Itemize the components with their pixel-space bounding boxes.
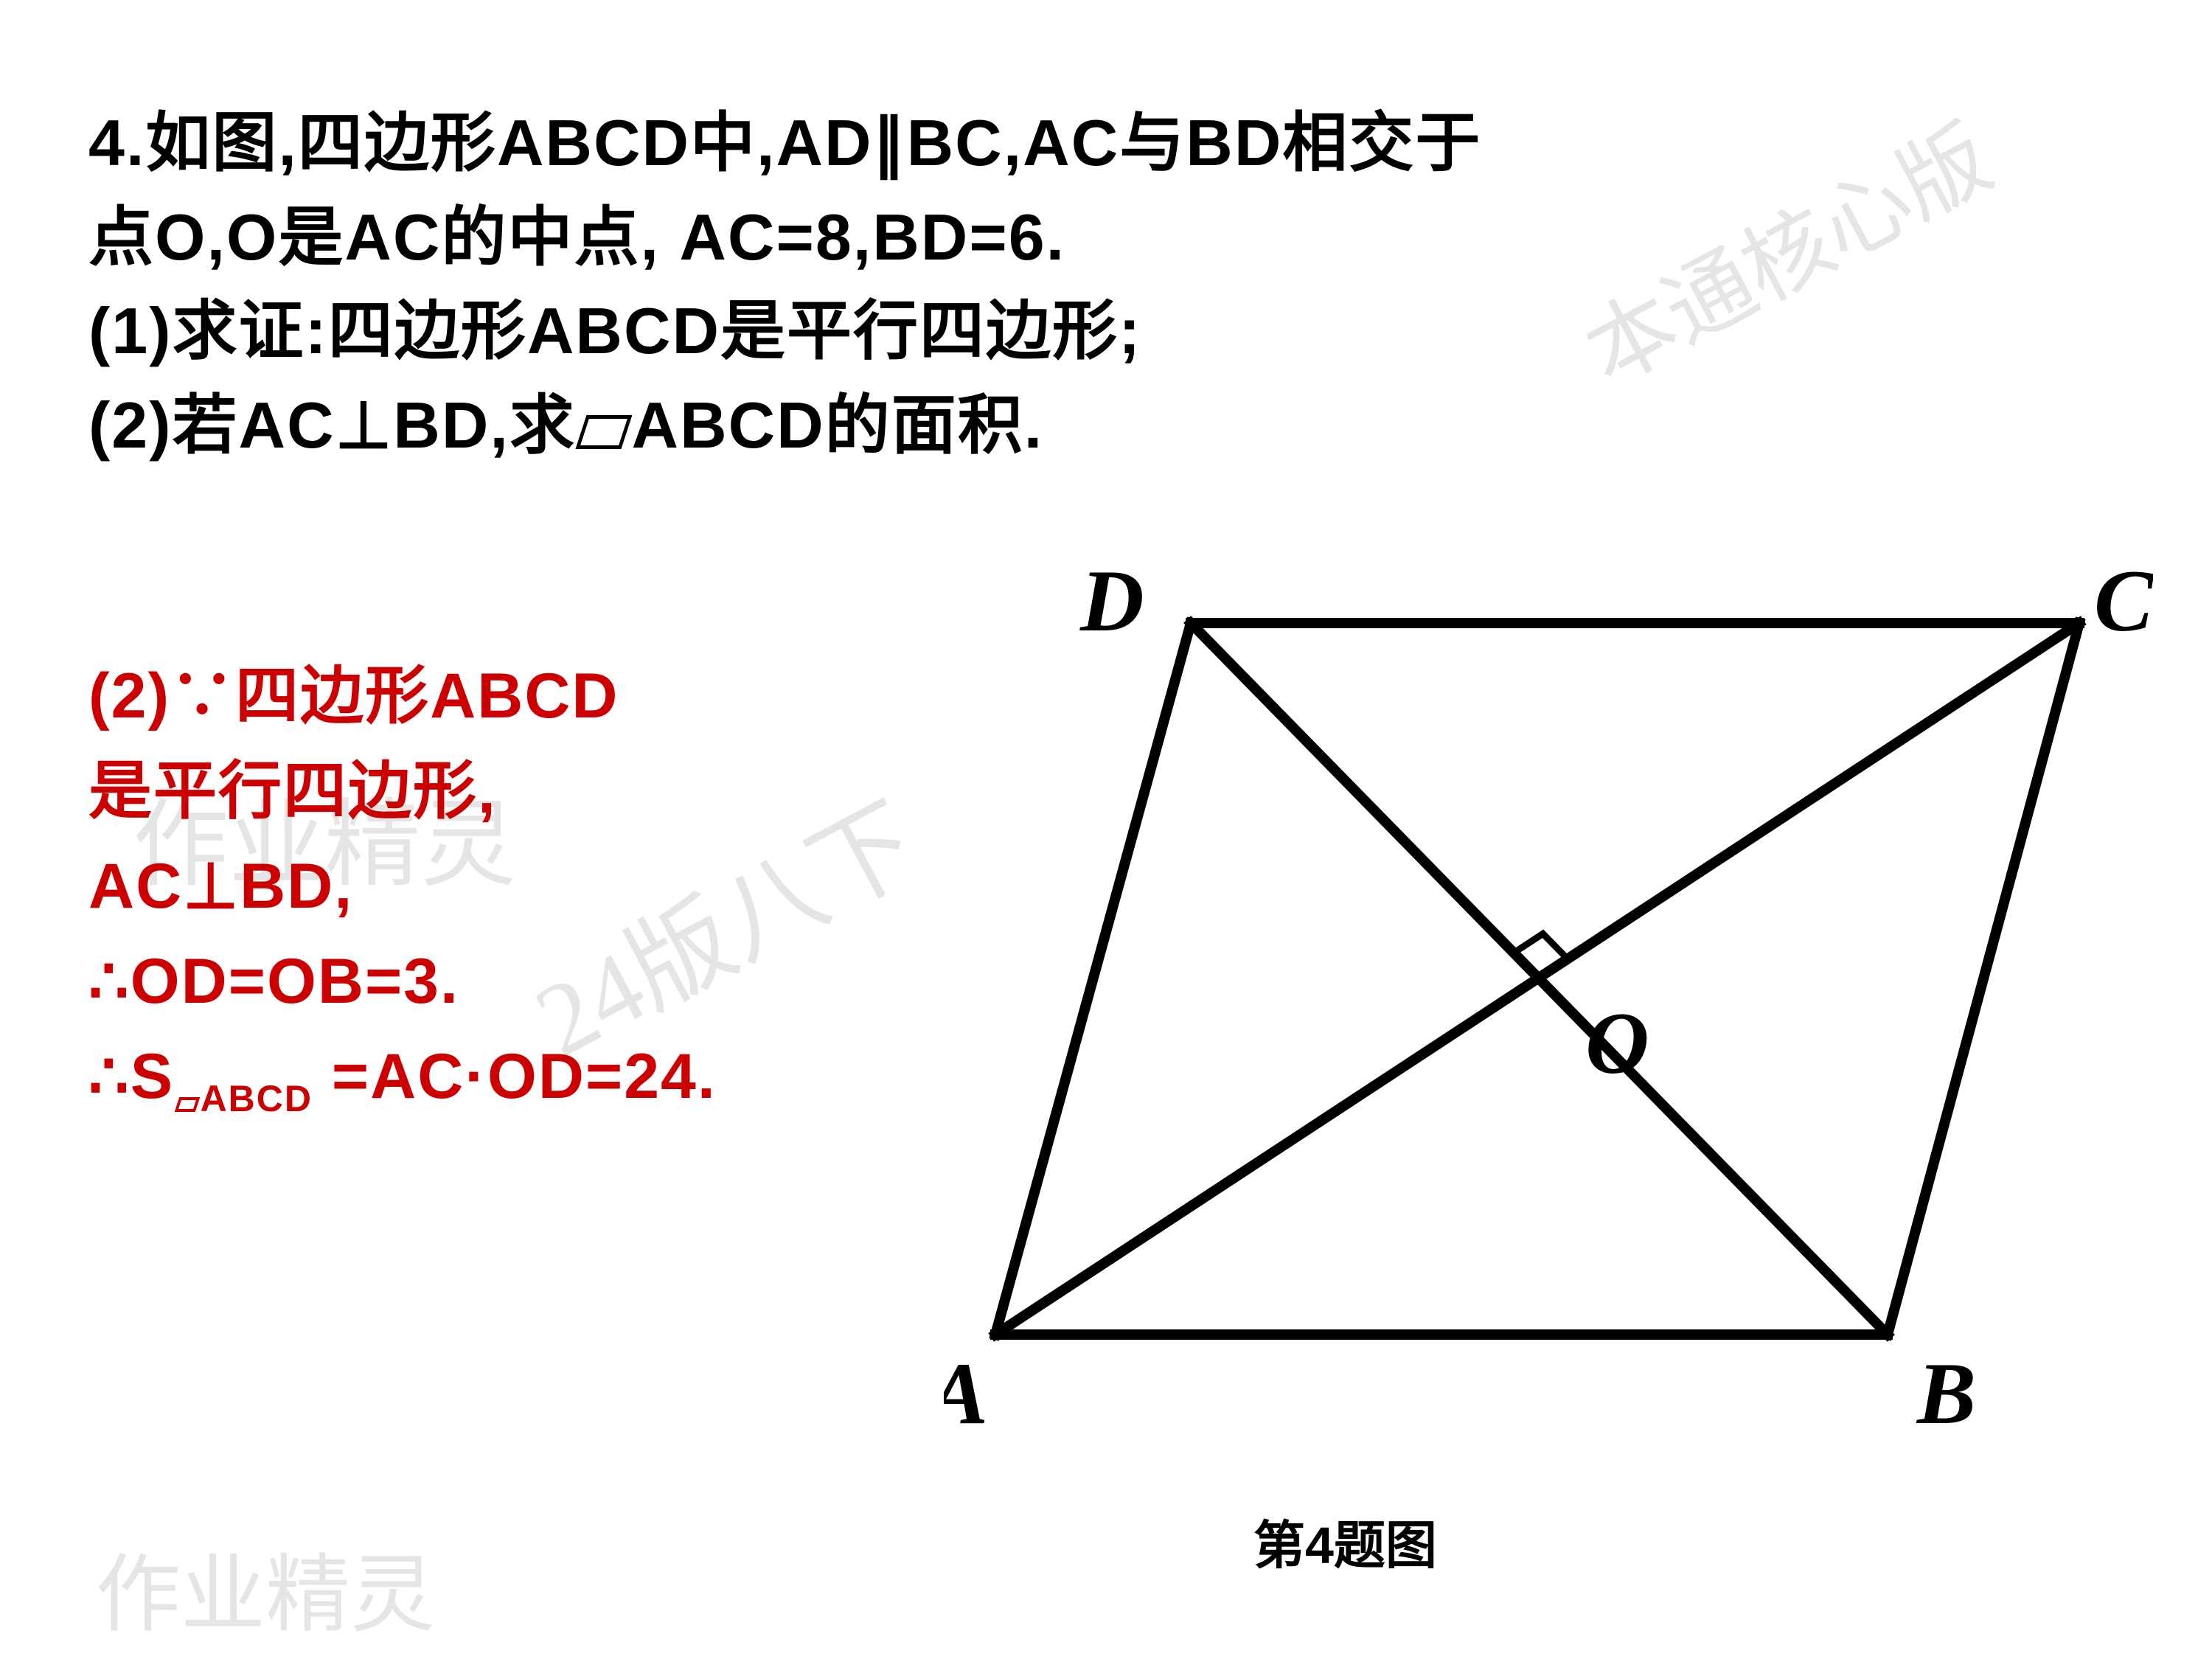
subscript: ABCD xyxy=(174,1078,313,1119)
svg-text:C: C xyxy=(2094,552,2153,650)
solution-line-3: AC⊥BD, xyxy=(88,839,717,934)
problem-statement: 4.如图,四边形ABCD中,AD∥BC,AC与BD相交于 点O,O是AC的中点,… xyxy=(88,96,1481,472)
svg-text:A: A xyxy=(944,1344,988,1442)
problem-line-3: (1)求证:四边形ABCD是平行四边形; xyxy=(88,284,1481,378)
figure-caption: 第4题图 xyxy=(1253,1504,1437,1579)
problem-line-2: 点O,O是AC的中点, AC=8,BD=6. xyxy=(88,190,1481,285)
parallelogram-symbol xyxy=(575,415,631,449)
parallel-symbol: ∥ xyxy=(873,106,907,179)
solution-line-1: (2)∵四边形ABCD xyxy=(88,649,717,744)
svg-text:D: D xyxy=(1079,552,1144,650)
svg-text:B: B xyxy=(1916,1344,1976,1442)
problem-line-4: (2)若AC⊥BD,求ABCD的面积. xyxy=(88,378,1481,473)
svg-text:O: O xyxy=(1585,994,1649,1092)
solution-text: (2)∵四边形ABCD 是平行四边形, AC⊥BD, ∴OD=OB=3. ∴SA… xyxy=(88,649,717,1127)
solution-line-2: 是平行四边形, xyxy=(88,744,717,839)
watermark-text: 作业精灵 xyxy=(96,1526,435,1649)
parallelogram-symbol-small xyxy=(175,1097,200,1112)
solution-line-5: ∴SABCD =AC·OD=24. xyxy=(88,1029,717,1127)
solution-line-4: ∴OD=OB=3. xyxy=(88,934,717,1029)
geometry-diagram: A B C D O xyxy=(944,546,2153,1489)
problem-line-1: 4.如图,四边形ABCD中,AD∥BC,AC与BD相交于 xyxy=(88,96,1481,190)
diagram-svg: A B C D O xyxy=(944,546,2153,1489)
watermark-text: 本通核心版 xyxy=(1559,88,2009,408)
